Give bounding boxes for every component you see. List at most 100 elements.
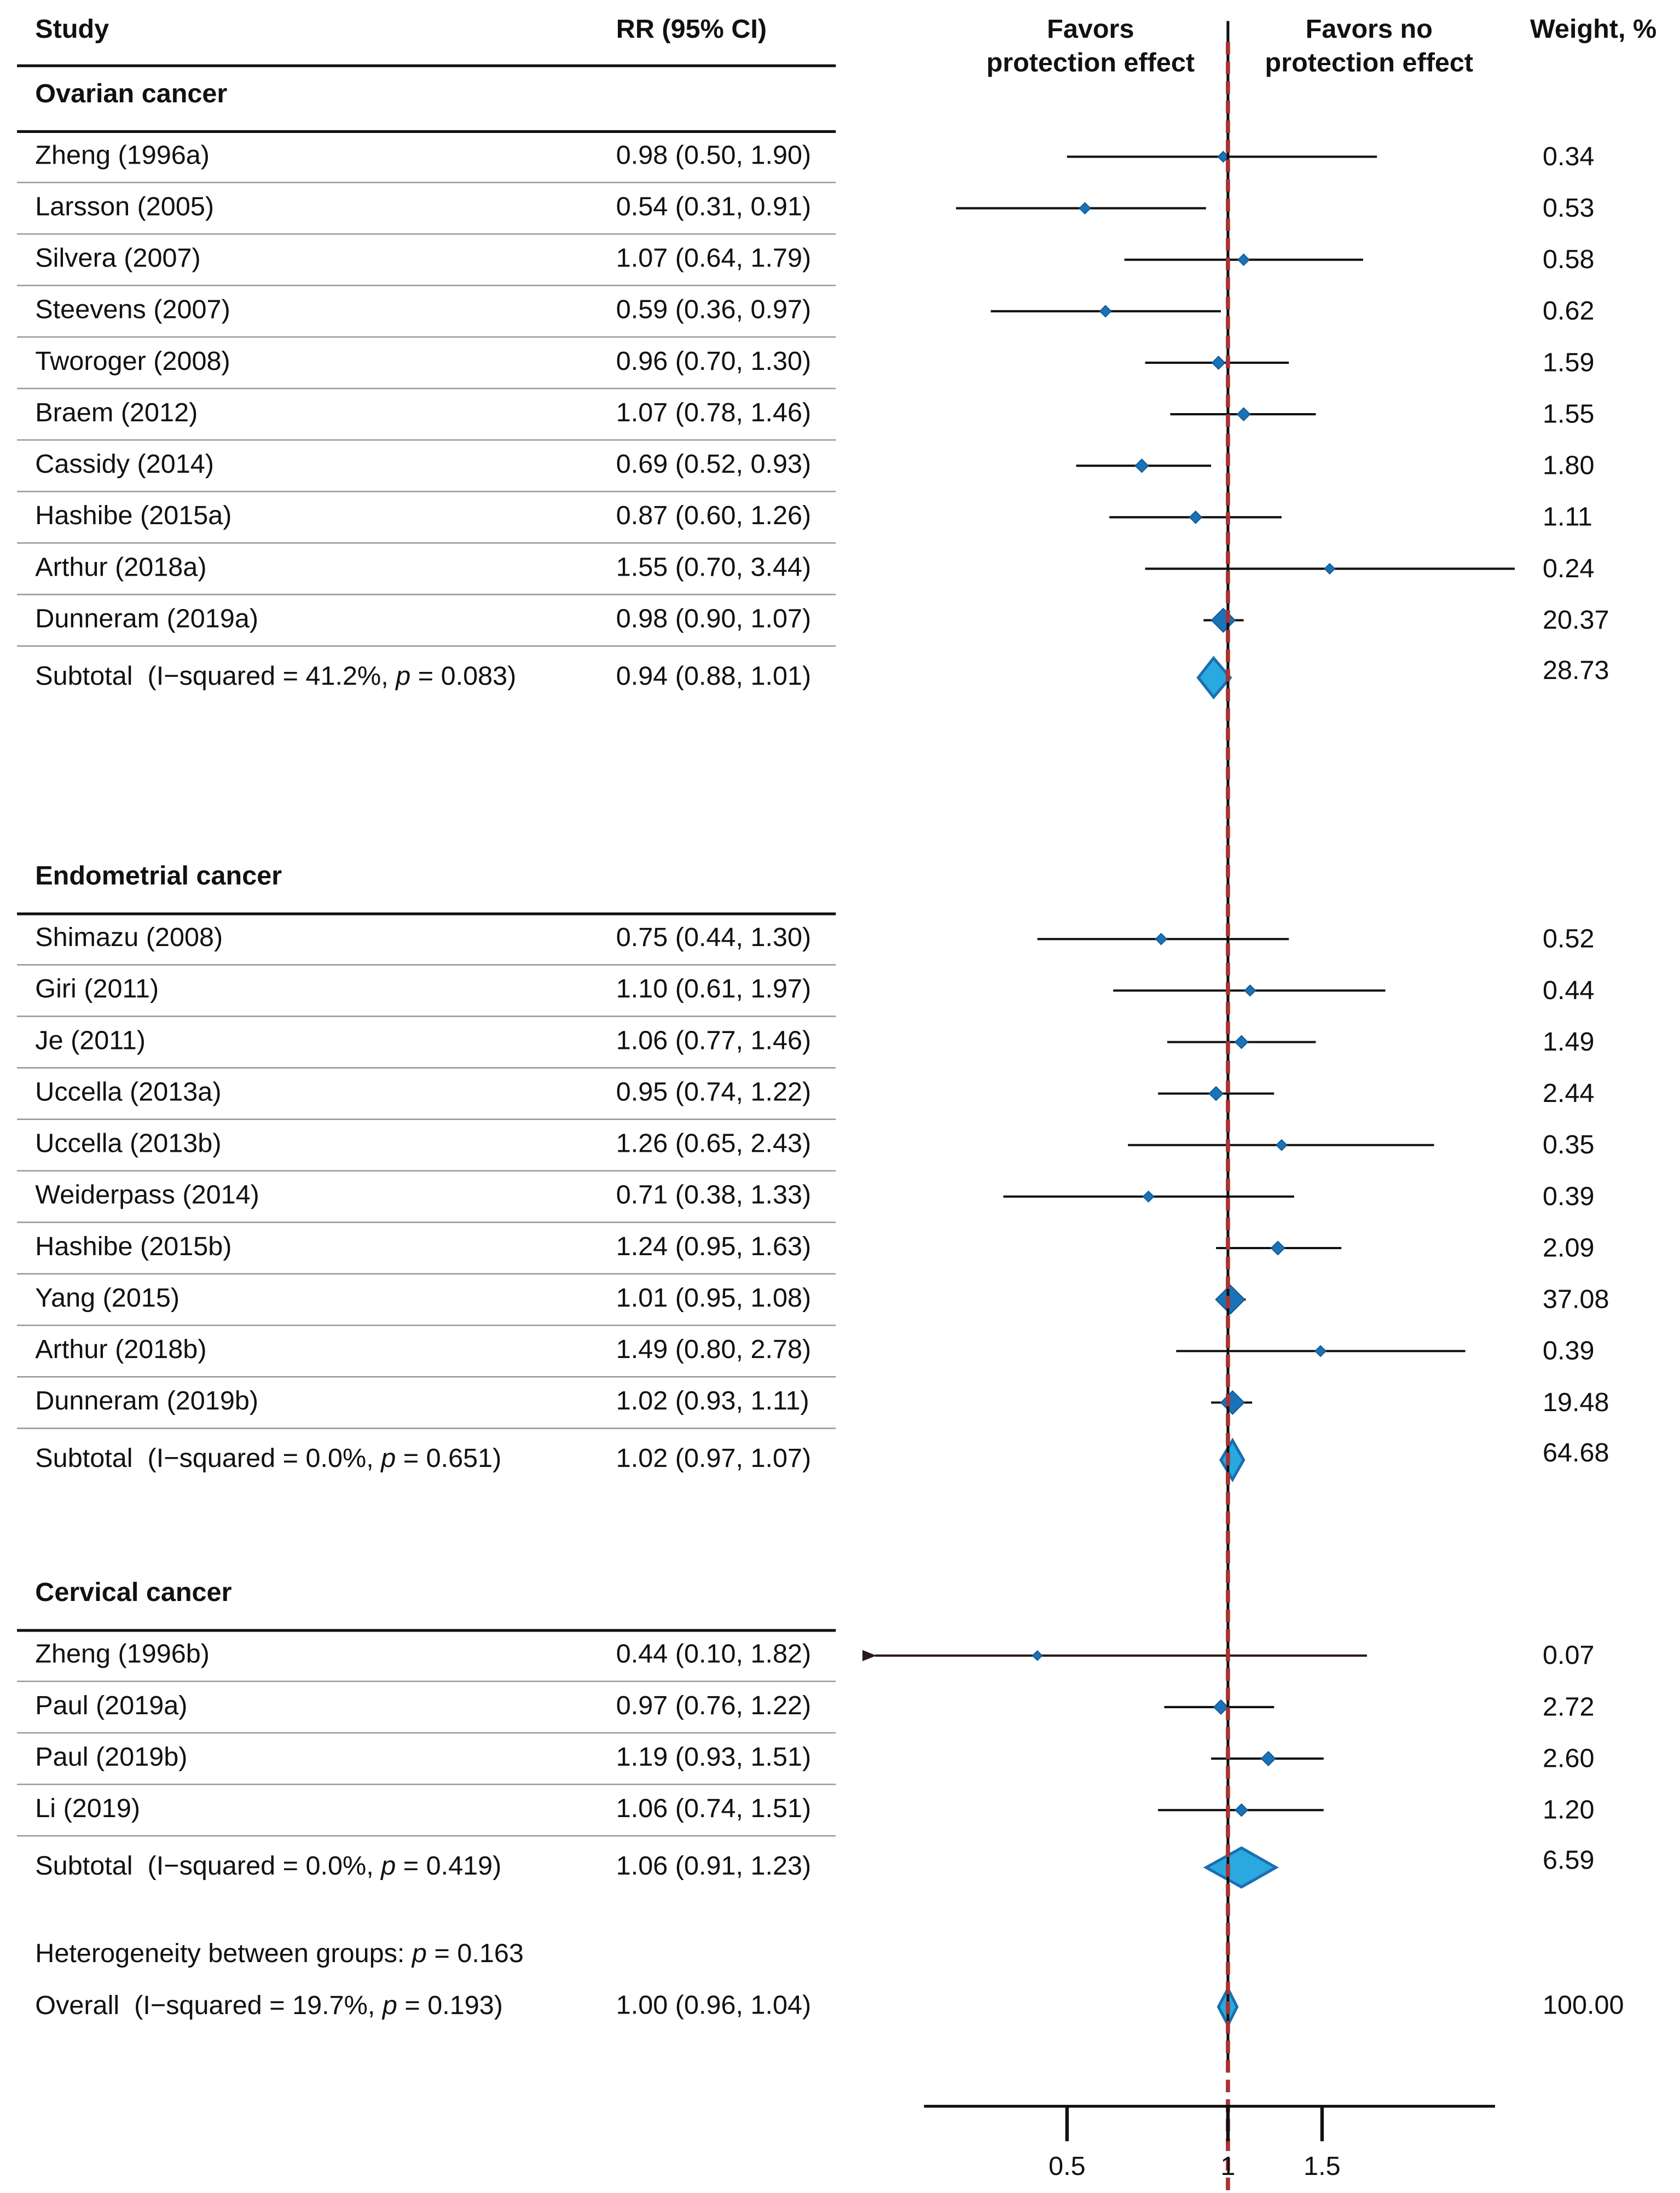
estimate-marker	[1189, 510, 1203, 524]
estimate-marker	[1244, 984, 1256, 997]
estimate-label: 0.95 (0.74, 1.22)	[616, 1077, 811, 1106]
estimate-marker	[1234, 1035, 1249, 1049]
estimate-label: 1.06 (0.77, 1.46)	[616, 1025, 811, 1055]
x-tick-label: 0.5	[1048, 2151, 1086, 2181]
weight-label: 0.58	[1543, 245, 1595, 274]
weight-label: 1.49	[1543, 1027, 1595, 1057]
subtotal-label-text: Subtotal (I−squared = 0.0%,	[35, 1851, 381, 1881]
subtotal-label-p: p	[380, 1851, 396, 1881]
weight-label: 0.24	[1543, 554, 1595, 583]
estimate-label: 1.19 (0.93, 1.51)	[616, 1742, 811, 1772]
estimate-label: 1.06 (0.74, 1.51)	[616, 1794, 811, 1823]
x-tick-label: 1	[1220, 2151, 1235, 2181]
study-name: Braem (2012)	[35, 398, 198, 427]
weight-label: 0.07	[1543, 1640, 1595, 1670]
weight-label: 0.35	[1543, 1130, 1595, 1159]
estimate-label: 0.96 (0.70, 1.30)	[616, 346, 811, 376]
weight-label: 0.44	[1543, 976, 1595, 1005]
study-name: Silvera (2007)	[35, 243, 200, 273]
estimate-label: 0.98 (0.90, 1.07)	[616, 604, 811, 633]
study-name: Giri (2011)	[35, 974, 159, 1003]
estimate-marker	[1260, 1751, 1276, 1767]
weight-label: 2.60	[1543, 1743, 1595, 1773]
estimate-marker	[1324, 562, 1336, 575]
heterogeneity-label-text: = 0.163	[427, 1939, 524, 1968]
subtotal-label-text: = 0.651)	[396, 1443, 501, 1473]
weight-label: 19.48	[1543, 1388, 1609, 1417]
study-name: Zheng (1996a)	[35, 140, 210, 170]
weight-label: 0.39	[1543, 1181, 1595, 1211]
subtotal-label-text: = 0.419)	[396, 1851, 501, 1881]
estimate-label: 1.07 (0.64, 1.79)	[616, 243, 811, 273]
group-heading: Cervical cancer	[35, 1577, 231, 1607]
subtotal-weight: 64.68	[1543, 1438, 1609, 1467]
estimate-label: 1.49 (0.80, 2.78)	[616, 1335, 811, 1364]
estimate-marker	[1208, 1086, 1224, 1101]
estimate-marker	[1211, 355, 1226, 370]
estimate-marker	[1235, 1803, 1249, 1817]
estimate-marker	[1215, 1284, 1245, 1315]
header-weight: Weight, %	[1530, 14, 1656, 44]
heterogeneity-label: Heterogeneity between groups: p = 0.163	[35, 1939, 524, 1968]
estimate-label: 0.59 (0.36, 0.97)	[616, 295, 811, 324]
study-name: Je (2011)	[35, 1025, 146, 1055]
estimate-marker	[1155, 932, 1168, 945]
subtotal-estimate: 0.94 (0.88, 1.01)	[616, 661, 811, 691]
weight-label: 2.09	[1543, 1233, 1595, 1262]
header-estimate: RR (95% CI)	[616, 14, 767, 44]
estimate-marker	[1032, 1650, 1043, 1661]
weight-label: 2.72	[1543, 1692, 1595, 1721]
subtotal-label-p: p	[395, 661, 410, 691]
estimate-label: 0.69 (0.52, 0.93)	[616, 449, 811, 479]
study-name: Dunneram (2019a)	[35, 604, 258, 633]
study-name: Shimazu (2008)	[35, 923, 223, 952]
study-name: Uccella (2013a)	[35, 1077, 221, 1106]
weight-label: 20.37	[1543, 605, 1609, 635]
estimate-marker	[1236, 407, 1251, 422]
study-name: Hashibe (2015a)	[35, 501, 231, 530]
overall-label-text: = 0.193)	[397, 1991, 503, 2020]
study-name: Cassidy (2014)	[35, 449, 214, 479]
weight-label: 1.59	[1543, 347, 1595, 377]
heterogeneity-label-text: Heterogeneity between groups:	[35, 1939, 412, 1968]
heterogeneity-label-p: p	[411, 1939, 427, 1968]
group-heading: Endometrial cancer	[35, 861, 282, 891]
subtotal-label: Subtotal (I−squared = 0.0%, p = 0.651)	[35, 1443, 501, 1473]
weight-label: 1.80	[1543, 451, 1595, 480]
subtotal-estimate: 1.06 (0.91, 1.23)	[616, 1851, 811, 1881]
estimate-marker	[1079, 202, 1091, 214]
overall-label-p: p	[381, 1991, 397, 2020]
study-name: Steevens (2007)	[35, 295, 230, 324]
header-right-label: protection effect	[1265, 48, 1474, 77]
estimate-label: 0.44 (0.10, 1.82)	[616, 1639, 811, 1669]
subtotal-label: Subtotal (I−squared = 0.0%, p = 0.419)	[35, 1851, 501, 1881]
estimate-marker	[1099, 305, 1112, 318]
estimate-marker	[1270, 1240, 1285, 1256]
weight-label: 0.34	[1543, 142, 1595, 171]
estimate-label: 1.24 (0.95, 1.63)	[616, 1232, 811, 1261]
estimate-marker	[1276, 1139, 1288, 1151]
overall-estimate: 1.00 (0.96, 1.04)	[616, 1991, 811, 2020]
estimate-label: 1.01 (0.95, 1.08)	[616, 1283, 811, 1313]
estimate-marker	[1142, 1190, 1155, 1203]
estimate-marker	[1314, 1345, 1327, 1357]
estimate-label: 1.55 (0.70, 3.44)	[616, 552, 811, 582]
study-name: Tworoger (2008)	[35, 346, 230, 376]
study-name: Paul (2019b)	[35, 1742, 187, 1772]
weight-label: 37.08	[1543, 1285, 1609, 1314]
estimate-marker	[1134, 458, 1149, 473]
overall-weight: 100.00	[1543, 1991, 1624, 2020]
estimate-label: 1.02 (0.93, 1.11)	[616, 1386, 809, 1415]
estimate-label: 0.97 (0.76, 1.22)	[616, 1691, 811, 1720]
study-name: Weiderpass (2014)	[35, 1180, 259, 1210]
overall-label: Overall (I−squared = 19.7%, p = 0.193)	[35, 1991, 503, 2020]
weight-label: 0.62	[1543, 296, 1595, 326]
subtotal-label-p: p	[380, 1443, 396, 1473]
study-name: Larsson (2005)	[35, 192, 214, 221]
study-name: Arthur (2018b)	[35, 1335, 206, 1364]
estimate-label: 1.07 (0.78, 1.46)	[616, 398, 811, 427]
weight-label: 1.11	[1543, 502, 1592, 532]
